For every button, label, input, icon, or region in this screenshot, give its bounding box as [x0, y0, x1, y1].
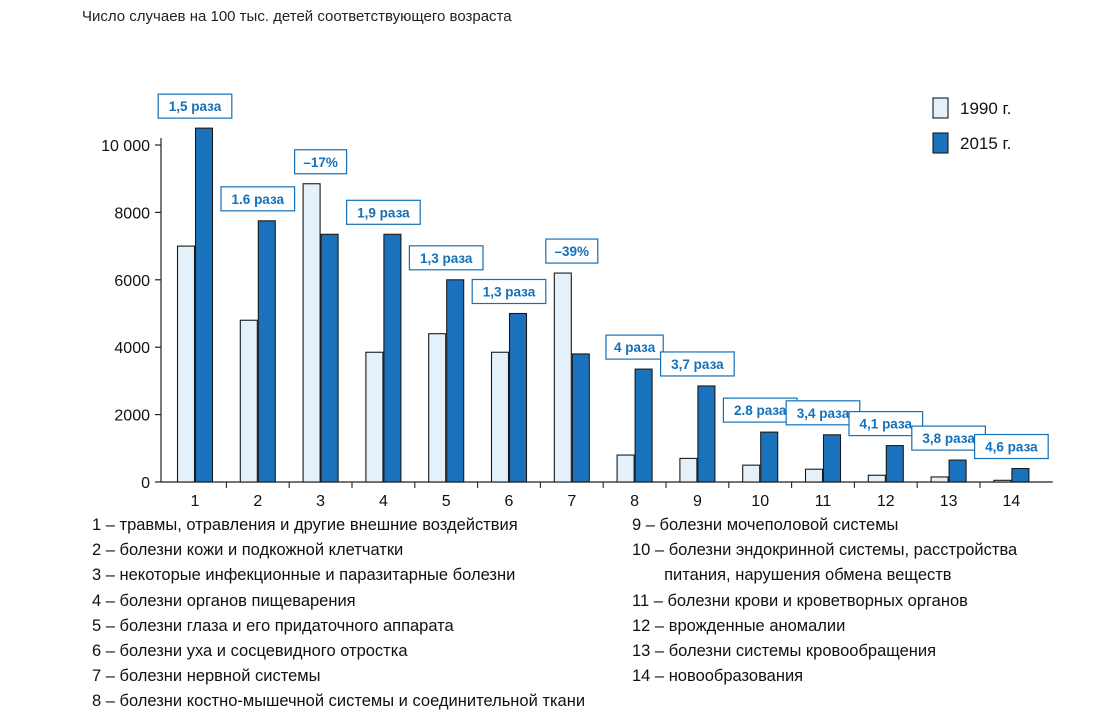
category-legend-left-item: 3 – некоторые инфекционные и паразитарны…: [92, 566, 516, 585]
bar-2015: [1011, 467, 1030, 483]
bar-2015: [571, 353, 590, 483]
annotation-label: 1.6 раза: [232, 192, 285, 207]
bar-1990: [742, 464, 761, 483]
x-tick-label: 11: [815, 493, 832, 510]
bar-2015: [885, 445, 904, 483]
y-tick-label: 0: [141, 475, 150, 492]
bar-2015: [634, 368, 653, 483]
category-legend-left-item: 5 – болезни глаза и его придаточного апп…: [92, 616, 454, 635]
bar-1990: [930, 476, 949, 483]
annotation-box: [346, 199, 421, 225]
category-legend-right-item: 14 – новообразования: [632, 667, 804, 686]
category-legend-right-item: питания, нарушения обмена веществ: [632, 566, 952, 585]
annotation-box: [785, 400, 861, 426]
x-tick-label: 14: [1003, 493, 1021, 510]
annotation-label: 1,3 раза: [420, 251, 473, 266]
annotation-label: 3,8 раза: [922, 431, 975, 446]
legend-label-1990: 1990 г.: [960, 99, 1011, 118]
annotation-label: 2.8 раза: [734, 403, 787, 418]
annotation-box: [659, 351, 735, 377]
bar-1990: [365, 351, 384, 483]
category-legend-right-item: 12 – врожденные аномалии: [632, 616, 846, 635]
x-tick-label: 2: [253, 493, 262, 510]
bar-2015: [257, 220, 276, 483]
bar-1990: [804, 468, 824, 483]
category-legend-right: 9 – болезни мочеполовой системы 10 – боле…: [632, 513, 1017, 689]
y-tick-label: 4000: [114, 340, 150, 357]
bar-1990: [302, 183, 321, 483]
bar-2015: [508, 312, 528, 483]
y-tick-label: 10 000: [101, 138, 150, 155]
category-legend-right-item: 11 – болезни крови и кроветворных органо…: [632, 591, 968, 610]
bar-2015: [697, 385, 716, 483]
bar-2015: [948, 459, 967, 483]
annotation-label: –39%: [555, 244, 590, 259]
x-tick-label: 7: [567, 493, 576, 510]
annotation-label: 1,9 раза: [357, 205, 410, 220]
category-legend-right-item: 10 – болезни эндокринной системы, расстр…: [632, 541, 1018, 560]
legend-label-2015: 2015 г.: [960, 134, 1011, 153]
annotation-box: [605, 334, 664, 360]
x-tick-label: 8: [630, 493, 639, 510]
category-legend-left-item: 8 – болезни костно-мышечной системы и со…: [92, 692, 586, 711]
annotation-box: [471, 278, 547, 305]
category-legend-left-item: 1 – травмы, отравления и другие внешние …: [92, 516, 518, 534]
annotation-label: 3,4 раза: [797, 406, 850, 421]
bar-2015: [194, 127, 214, 483]
annotation-box: [157, 93, 233, 119]
bar-1990: [679, 457, 698, 483]
y-tick-label: 2000: [114, 408, 150, 425]
category-legend-left-item: 7 – болезни нервной системы: [92, 667, 321, 686]
bar-1990: [867, 474, 886, 483]
category-legend-left-item: 4 – болезни органов пищеварения: [92, 591, 356, 610]
legend-swatch-1990: [932, 97, 949, 119]
bar-2015: [822, 434, 842, 483]
x-tick-label: 3: [316, 493, 325, 510]
bar-1990: [993, 479, 1012, 483]
x-tick-label: 4: [379, 493, 388, 510]
bar-2015: [320, 233, 339, 483]
y-tick-label: 8000: [114, 205, 150, 222]
category-legend-right-item: 9 – болезни мочеполовой системы: [632, 516, 899, 534]
category-legend-left-item: 6 – болезни уха и сосцевидного отростка: [92, 642, 408, 661]
category-legend-left-item: 2 – болезни кожи и подкожной клетчатки: [92, 541, 404, 560]
annotation-box: [294, 149, 348, 175]
annotation-label: 1,3 раза: [483, 285, 536, 300]
x-tick-label: 5: [442, 493, 451, 510]
x-tick-label: 12: [877, 493, 895, 510]
annotation-label: 4 раза: [614, 340, 656, 355]
legend-swatch-2015: [932, 132, 949, 154]
annotation-box: [848, 411, 924, 437]
annotation-box: [973, 433, 1049, 460]
bar-2015: [383, 233, 402, 483]
y-tick-label: 6000: [114, 273, 150, 290]
annotation-label: –17%: [303, 155, 338, 170]
x-tick-label: 1: [191, 493, 200, 510]
annotation-box: [220, 186, 296, 212]
annotation-box: [545, 238, 599, 264]
annotation-box: [408, 245, 484, 271]
bar-1990: [553, 272, 572, 483]
category-legend-left: 1 – травмы, отравления и другие внешние …: [92, 513, 585, 715]
x-tick-label: 6: [505, 493, 514, 510]
bar-1990: [490, 351, 510, 483]
annotation-label: 1,5 раза: [169, 99, 222, 114]
annotation-label: 3,7 раза: [671, 357, 724, 372]
bar-1990: [616, 454, 635, 483]
annotation-label: 4,6 раза: [985, 440, 1038, 455]
bar-chart: 0 2000 4000 6000 8000 10 000 1 1,5 раза 2 1.6 раз…: [101, 93, 1053, 510]
category-legend-right-item: 13 – болезни системы кровообращения: [632, 642, 937, 661]
x-tick-label: 13: [940, 493, 958, 510]
bar-1990: [428, 333, 447, 483]
x-tick-label: 10: [751, 493, 769, 510]
annotation-label: 4,1 раза: [860, 417, 913, 432]
x-tick-label: 9: [693, 493, 702, 510]
bar-1990: [239, 319, 258, 483]
bar-2015: [760, 431, 779, 483]
bar-1990: [176, 245, 196, 483]
bar-2015: [446, 279, 465, 483]
page-title: Число случаев на 100 тыс. детей соответс…: [82, 8, 512, 25]
